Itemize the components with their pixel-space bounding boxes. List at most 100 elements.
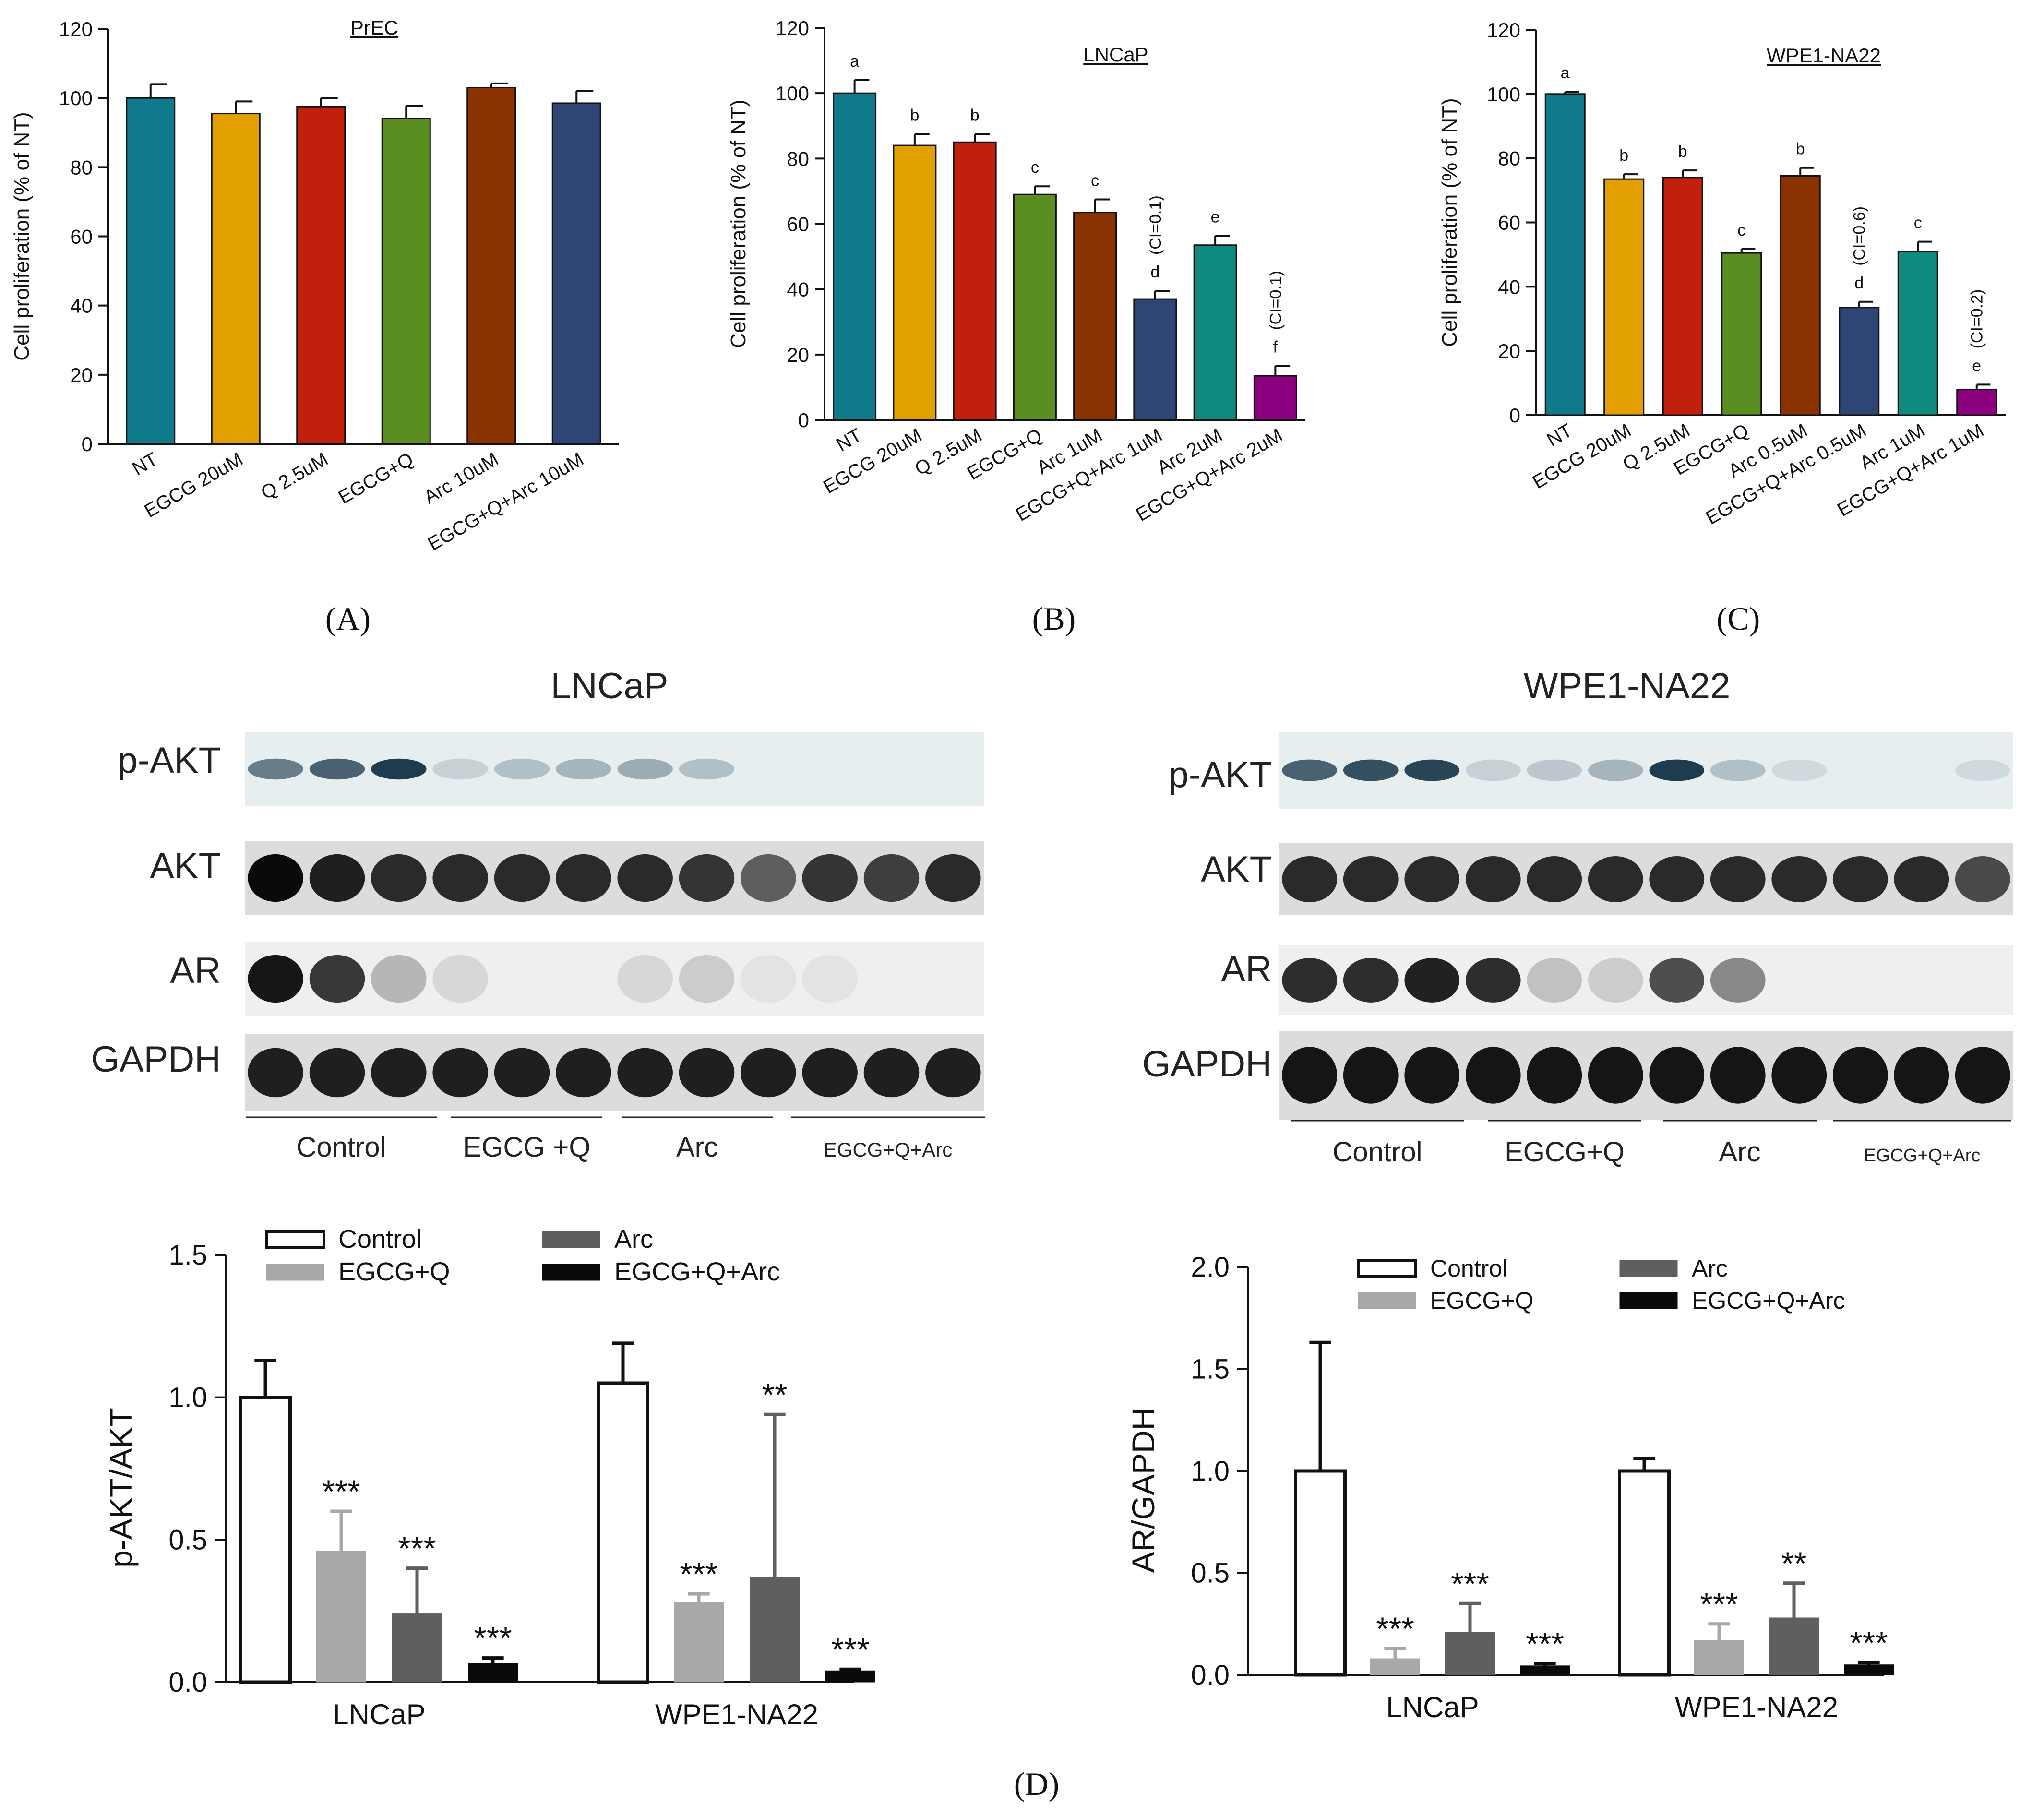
x-tick-label: EGCG+Q+Arc 10uM xyxy=(424,449,587,555)
y-tick-label: 100 xyxy=(776,82,809,105)
blot-band xyxy=(1710,958,1766,1003)
legend-swatch xyxy=(1619,1260,1678,1277)
lane-group-label: Control xyxy=(297,1132,386,1163)
blot-band xyxy=(1588,958,1643,1003)
blot-strip xyxy=(1279,732,2013,809)
blot-row-label: AKT xyxy=(1201,849,1272,890)
y-tick-label: 40 xyxy=(70,295,93,317)
y-tick-label: 1.0 xyxy=(168,1382,207,1413)
y-tick-label: 80 xyxy=(787,147,809,170)
blot-band xyxy=(248,955,303,1003)
lane-group-label: Control xyxy=(1333,1136,1422,1168)
y-axis-label: Cell proliferation (% of NT) xyxy=(1438,98,1461,346)
significance-letter: e xyxy=(1972,357,1981,375)
y-tick-label: 0 xyxy=(1509,404,1520,427)
significance-marker: *** xyxy=(1850,1625,1888,1661)
blot-strip xyxy=(1279,843,2013,915)
ci-annotation: (CI=0.2) xyxy=(1968,289,1986,349)
y-tick-label: 100 xyxy=(59,87,93,109)
blot-strip xyxy=(245,942,984,1016)
y-tick-label: 40 xyxy=(1498,275,1520,298)
significance-marker: *** xyxy=(322,1473,360,1510)
lane-group-label: EGCG+Q xyxy=(1505,1136,1625,1168)
blot-band xyxy=(617,1048,673,1098)
significance-letter: c xyxy=(1737,221,1745,239)
blot-band xyxy=(1343,1047,1399,1104)
lane-group-label: EGCG +Q xyxy=(463,1132,591,1163)
bar xyxy=(551,102,601,445)
blot-strip xyxy=(245,1034,984,1111)
blot-band xyxy=(432,854,488,902)
blot-band xyxy=(741,955,796,1003)
bar xyxy=(1193,244,1237,421)
significance-letter: a xyxy=(1561,64,1570,82)
bar xyxy=(1253,375,1297,421)
blot-band xyxy=(679,758,735,780)
blot-band xyxy=(741,854,796,902)
bar xyxy=(1618,1469,1671,1677)
y-tick-label: 0 xyxy=(82,433,93,455)
y-tick-label: 0.0 xyxy=(168,1667,207,1698)
significance-letter: d xyxy=(1854,274,1864,292)
blot-band xyxy=(309,955,365,1003)
bar xyxy=(126,97,176,445)
blot-band xyxy=(1282,856,1338,902)
bar xyxy=(1780,175,1821,416)
y-tick-label: 1.5 xyxy=(168,1240,207,1271)
blot-band xyxy=(802,1048,858,1098)
significance-letter: c xyxy=(1031,158,1039,177)
significance-marker: *** xyxy=(1700,1586,1738,1623)
blot-strip xyxy=(1279,945,2013,1015)
y-tick-label: 20 xyxy=(70,364,93,386)
y-axis-label: Cell proliferation (% of NT) xyxy=(727,99,750,348)
blot-band xyxy=(617,854,673,902)
blot-band xyxy=(1527,958,1582,1003)
ci-annotation: (CI=0.1) xyxy=(1267,271,1285,330)
legend-swatch xyxy=(542,1264,600,1281)
blot-strip xyxy=(245,732,984,806)
blot-band xyxy=(309,758,365,780)
x-tick-label: EGCG+Q xyxy=(335,449,417,508)
legend-swatch xyxy=(1357,1259,1417,1278)
blot-row-label: GAPDH xyxy=(1142,1044,1272,1085)
blot-band xyxy=(1282,1047,1338,1104)
chart-D2: 0.0 0.5 1.0 1.5 2.0 AR/GAPDH LNCaP *** *** *** WPE… xyxy=(1125,1252,1894,1723)
significance-letter: f xyxy=(1273,338,1278,357)
bar xyxy=(316,1551,366,1683)
blot-band xyxy=(371,758,427,780)
significance-marker: ** xyxy=(1781,1545,1807,1582)
chart-title: LNCaP xyxy=(1083,43,1148,66)
y-tick-label: 60 xyxy=(70,226,93,248)
group-label: LNCaP xyxy=(1386,1691,1479,1723)
y-tick-label: 20 xyxy=(1498,340,1520,362)
significance-letter: e xyxy=(1211,208,1220,227)
blot-band xyxy=(925,854,981,902)
bar xyxy=(1694,1640,1744,1675)
chart-D1: 0.0 0.5 1.0 1.5 p-AKT/AKT LNCaP *** *** *** WPE1-… xyxy=(103,1225,875,1731)
blot-band xyxy=(309,854,365,902)
blot-band xyxy=(679,1048,735,1098)
blot-strip xyxy=(245,841,984,915)
blot-band xyxy=(432,1048,488,1098)
blot-band xyxy=(1771,1047,1827,1104)
blot-band xyxy=(1771,759,1827,781)
y-tick-label: 100 xyxy=(1487,83,1520,106)
y-tick-label: 0 xyxy=(798,409,809,431)
blot-band xyxy=(1588,856,1643,902)
blot-row-label: p-AKT xyxy=(1169,754,1272,795)
blot-band xyxy=(617,758,673,780)
y-tick-label: 80 xyxy=(1498,147,1520,170)
significance-letter: b xyxy=(910,106,919,124)
bar xyxy=(750,1576,800,1683)
bar xyxy=(1133,298,1177,421)
blot-band xyxy=(1527,856,1582,902)
bar xyxy=(953,141,997,421)
significance-letter: b xyxy=(1619,146,1628,165)
y-tick-label: 60 xyxy=(787,213,809,236)
blot-band xyxy=(1832,856,1888,902)
bar xyxy=(466,87,516,445)
y-tick-label: 0.0 xyxy=(1191,1660,1230,1691)
blot-band xyxy=(494,1048,550,1098)
significance-letter: a xyxy=(850,52,859,71)
